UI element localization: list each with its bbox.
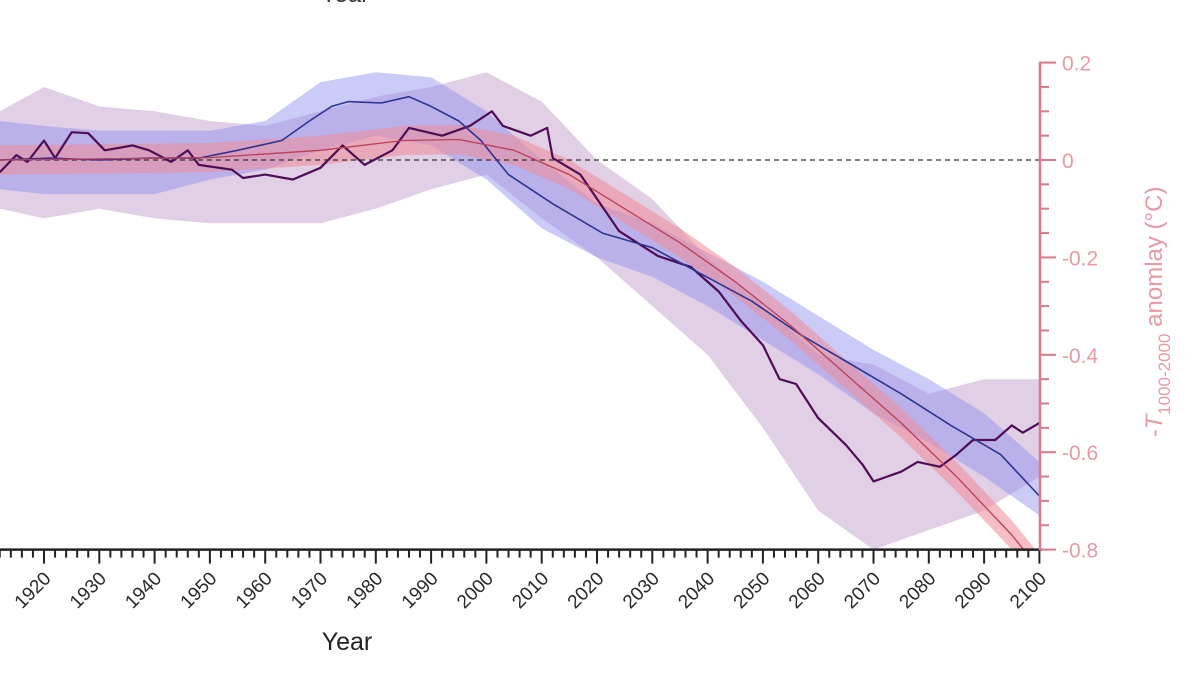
x-axis-label: Year: [322, 628, 373, 656]
x-tick-label: 2080: [896, 568, 941, 613]
y-tick-label: 0: [1062, 150, 1074, 173]
x-tick-label: 2100: [1006, 568, 1051, 613]
y-tick-label: -0.4: [1062, 345, 1099, 368]
y-tick-label: -0.8: [1062, 540, 1098, 563]
bands: [0, 72, 1040, 551]
y-tick-label: -0.6: [1062, 442, 1098, 465]
x-tick-label: 1920: [11, 568, 56, 613]
x-tick-label: 1990: [398, 568, 443, 613]
y-axis-label-subscript: 1000-2000: [1155, 334, 1174, 415]
x-tick-label: 1930: [66, 568, 111, 613]
band-red: [0, 124, 1037, 551]
series-line-red: [0, 138, 1026, 551]
x-tick-label: 1980: [343, 568, 388, 613]
x-tick-label: 2040: [674, 568, 719, 613]
y-axis-label-prefix: -T: [1141, 412, 1168, 437]
series-lines: [0, 95, 1040, 551]
x-axis: 1920 1930 1940 1950 1960 1970 1980 1990 2000 2010…: [0, 548, 1051, 613]
x-tick-label: 1950: [177, 568, 222, 613]
top-clipped-label: Year: [321, 0, 370, 8]
y-tick-label: -0.2: [1062, 247, 1098, 270]
y-axis-right: 0.2 0 -0.2 -0.4 -0.6 -0.8: [1038, 53, 1099, 563]
y-axis-label: -T1000-2000 anomlay (°C): [1141, 187, 1174, 438]
band-purple: [0, 72, 1040, 550]
y-axis-label-suffix: anomlay (°C): [1141, 187, 1168, 334]
x-tick-label: 2030: [619, 568, 664, 613]
x-tick-label: 2000: [453, 568, 498, 613]
x-tick-label: 1960: [232, 568, 277, 613]
series-line-blue: [0, 95, 1040, 497]
x-tick-label: 2020: [564, 568, 609, 613]
y-tick-label: 0.2: [1062, 53, 1091, 76]
x-tick-label: 1970: [287, 568, 332, 613]
x-tick-label: 2060: [785, 568, 830, 613]
series-line-purple: [0, 110, 1040, 483]
x-tick-label: 2070: [840, 568, 885, 613]
x-tick-label: 2090: [951, 568, 996, 613]
x-tick-label: 1940: [121, 568, 166, 613]
x-tick-label: 2050: [730, 568, 775, 613]
x-tick-label: 2010: [508, 568, 553, 613]
